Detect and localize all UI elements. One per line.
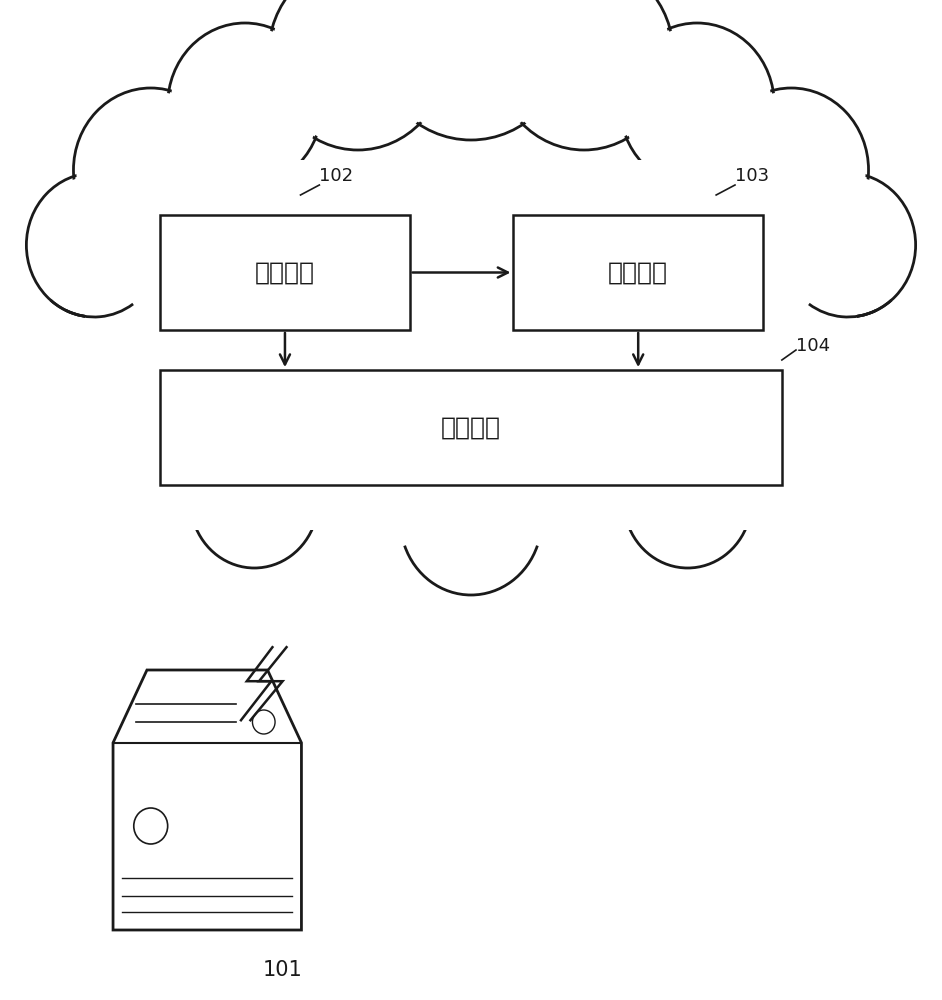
Bar bbox=[75, 428, 867, 520]
Circle shape bbox=[714, 88, 869, 252]
Circle shape bbox=[375, 0, 567, 137]
Text: 绶对压力: 绶对压力 bbox=[255, 260, 315, 284]
Circle shape bbox=[780, 173, 916, 317]
Circle shape bbox=[29, 176, 159, 314]
Text: 饱和温度: 饱和温度 bbox=[441, 416, 501, 440]
Bar bbox=[513, 215, 763, 330]
Circle shape bbox=[783, 176, 913, 314]
Text: 高阶函数: 高阶函数 bbox=[609, 260, 668, 284]
Circle shape bbox=[73, 88, 228, 252]
Circle shape bbox=[372, 0, 570, 140]
Text: 103: 103 bbox=[735, 167, 769, 185]
Text: 101: 101 bbox=[263, 960, 302, 980]
Bar bbox=[160, 370, 782, 485]
Circle shape bbox=[623, 26, 771, 184]
Circle shape bbox=[717, 91, 866, 249]
Circle shape bbox=[624, 432, 752, 568]
Circle shape bbox=[400, 445, 542, 595]
Circle shape bbox=[268, 0, 447, 150]
Text: 104: 104 bbox=[796, 337, 830, 355]
Circle shape bbox=[495, 0, 674, 150]
Circle shape bbox=[134, 808, 168, 844]
Circle shape bbox=[497, 0, 671, 147]
Circle shape bbox=[190, 432, 318, 568]
Circle shape bbox=[76, 91, 225, 249]
Circle shape bbox=[620, 23, 774, 187]
Bar bbox=[85, 160, 857, 510]
Circle shape bbox=[171, 26, 319, 184]
Polygon shape bbox=[113, 670, 301, 930]
Circle shape bbox=[252, 710, 275, 734]
Bar bbox=[94, 456, 848, 530]
Circle shape bbox=[26, 173, 162, 317]
Circle shape bbox=[271, 0, 445, 147]
Bar bbox=[160, 215, 410, 330]
Text: 102: 102 bbox=[319, 167, 353, 185]
Circle shape bbox=[168, 23, 322, 187]
Ellipse shape bbox=[75, 150, 867, 520]
